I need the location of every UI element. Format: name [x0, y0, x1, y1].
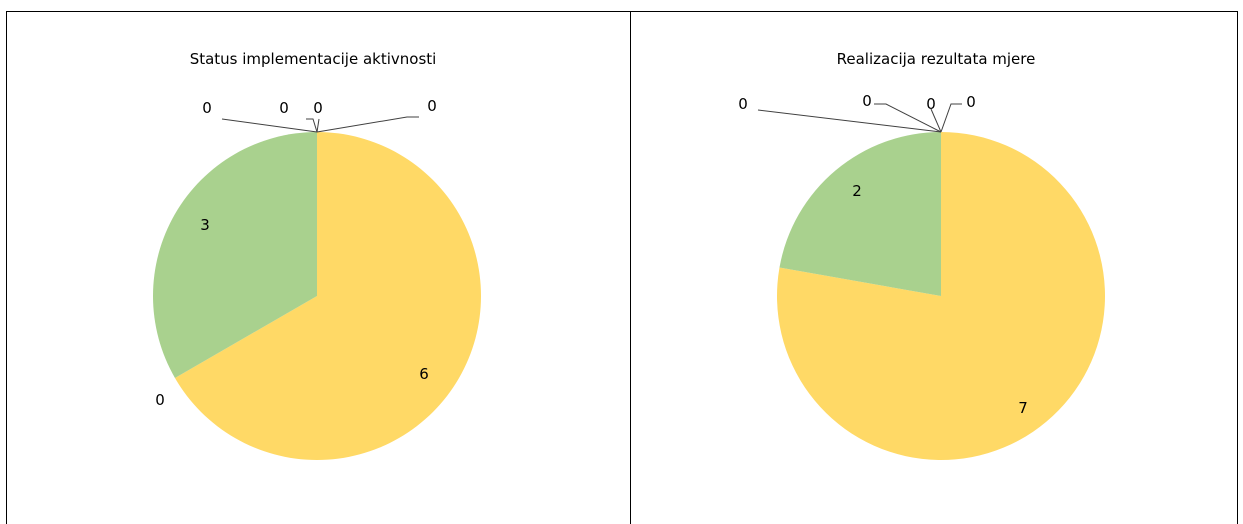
table-frame	[6, 11, 1238, 524]
frame-left-border	[6, 11, 7, 524]
chart-title: Status implementacije aktivnosti	[190, 50, 437, 68]
leader-line	[757, 109, 942, 133]
data-label: 0	[738, 95, 748, 113]
data-label: 0	[313, 99, 323, 117]
leader-line	[306, 118, 318, 133]
pie-slice	[153, 132, 317, 378]
pie-chart-activity-status-svg: Status implementacije aktivnosti 0 0 0 0…	[153, 50, 481, 460]
pie-chart-measure-results: Realizacija rezultata mjere 0 0 0 0 7 2	[630, 0, 1238, 524]
data-label: 6	[419, 365, 429, 383]
data-label: 0	[926, 95, 936, 113]
data-label: 0	[279, 99, 289, 117]
pie-slices	[153, 132, 481, 460]
data-label: 0	[966, 93, 976, 111]
data-label: 2	[852, 182, 862, 200]
leader-lines	[221, 116, 419, 133]
data-labels: 0 0 0 0 6 0 3	[155, 97, 437, 409]
frame-top-border	[6, 11, 1238, 12]
data-label: 0	[155, 391, 165, 409]
leader-line	[221, 118, 318, 133]
leader-line	[316, 116, 419, 133]
pie-chart-measure-results-svg: Realizacija rezultata mjere 0 0 0 0 7 2	[738, 50, 1105, 460]
data-label: 7	[1018, 399, 1028, 417]
pie-slice	[779, 132, 941, 296]
data-label: 0	[202, 99, 212, 117]
frame-right-border	[1237, 11, 1238, 524]
data-label: 3	[200, 216, 210, 234]
chart-title: Realizacija rezultata mjere	[837, 50, 1036, 68]
data-labels: 0 0 0 0 7 2	[738, 92, 1028, 417]
leader-lines	[757, 103, 962, 133]
pie-slice	[174, 132, 481, 460]
leader-line	[316, 118, 320, 133]
leader-line	[874, 103, 942, 133]
data-label: 0	[427, 97, 437, 115]
data-label: 0	[862, 92, 872, 110]
pie-chart-activity-status: Status implementacije aktivnosti 0 0 0 0…	[6, 0, 630, 524]
leader-line	[930, 108, 942, 133]
leader-line	[940, 103, 962, 133]
pie-slices	[777, 132, 1105, 460]
frame-cell-divider	[630, 11, 631, 524]
